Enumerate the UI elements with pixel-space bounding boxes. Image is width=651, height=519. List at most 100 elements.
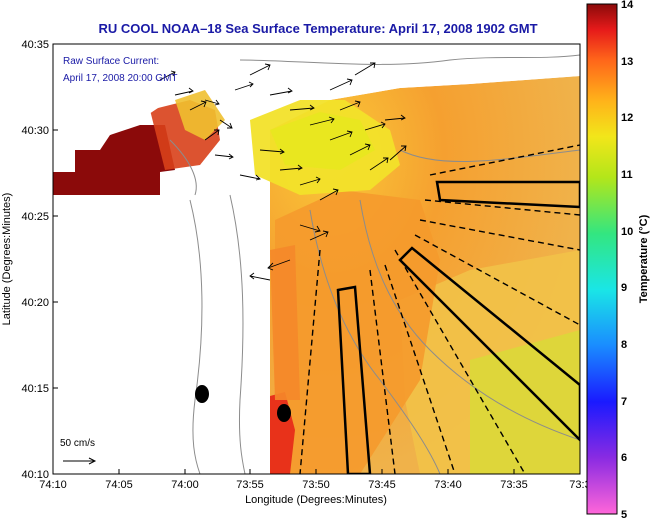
vector-11 — [329, 130, 353, 141]
colorbar-tick-12: 12 — [621, 112, 633, 124]
survey-boxes — [336, 180, 580, 474]
transect-5 — [414, 234, 580, 326]
contour-4 — [359, 199, 580, 441]
sst-raritan-west — [53, 125, 175, 195]
vector-2 — [174, 87, 194, 96]
land-new-jersey — [53, 190, 215, 474]
colorbar-tick-13: 13 — [621, 56, 633, 68]
transect-3 — [384, 264, 456, 474]
land-long-island — [230, 44, 580, 110]
vector-17 — [299, 176, 321, 186]
contour-3 — [309, 209, 441, 474]
vector-22 — [249, 272, 271, 281]
vector-26 — [204, 129, 220, 141]
colorbar-tick-6: 6 — [621, 452, 627, 464]
contour-5 — [399, 149, 580, 163]
transect-6 — [419, 219, 580, 251]
transect-lines — [299, 144, 580, 474]
bathymetry-contours — [169, 54, 580, 474]
colorbar-tick-11: 11 — [621, 169, 633, 181]
chart-title: RU COOL NOAA–18 Sea Surface Temperature:… — [98, 21, 537, 36]
y-tick-label-5: 40:10 — [21, 469, 49, 481]
vector-25 — [384, 114, 406, 121]
colorbar: 14 13 12 11 10 9 8 7 6 5 Temperature (°C… — [586, 0, 650, 519]
marker-dot-2 — [277, 404, 291, 422]
colorbar-tick-9: 9 — [621, 282, 627, 294]
transect-2 — [369, 269, 396, 474]
scale-arrow — [63, 457, 97, 465]
contour-1 — [189, 199, 203, 474]
vector-24 — [364, 121, 386, 131]
colorbar-tick-10: 10 — [621, 226, 633, 238]
vector-8 — [269, 87, 293, 96]
x-tick-label-3: 73:55 — [236, 479, 264, 491]
y-tick-label-3: 40:20 — [21, 297, 49, 309]
x-tick-label-0: 74:10 — [39, 479, 67, 491]
current-legend-line2: April 17, 2008 20:00 GMT — [63, 73, 178, 84]
y-axis-label: Latitude (Degrees:Minutes) — [1, 193, 13, 326]
survey-box-3 — [435, 180, 580, 209]
sst-southeast-cooler — [470, 330, 580, 474]
x-tick-label-4: 73:50 — [302, 479, 330, 491]
vector-13 — [369, 157, 389, 171]
current-vectors — [159, 62, 407, 281]
y-tick-label-4: 40:15 — [21, 383, 49, 395]
vector-21 — [267, 259, 291, 271]
land-coastal-strip — [185, 185, 270, 474]
vector-4 — [204, 99, 220, 106]
x-tick-label-1: 74:05 — [105, 479, 133, 491]
vector-7 — [249, 63, 271, 76]
x-tick-label-8: 73:3 — [569, 479, 590, 491]
colorbar-tick-7: 7 — [621, 396, 627, 408]
y-tick-label-0: 40:35 — [21, 39, 49, 51]
vector-29 — [329, 78, 353, 91]
scale-arrow-head — [88, 457, 97, 465]
x-tick-label-2: 74:00 — [171, 479, 199, 491]
x-axis-label: Longitude (Degrees:Minutes) — [245, 494, 387, 506]
vector-18 — [319, 188, 339, 201]
land-northwest — [53, 44, 230, 150]
sst-nearshore-band — [270, 245, 300, 400]
survey-box-2 — [398, 246, 580, 442]
marker-dot-1 — [195, 385, 209, 403]
vector-27 — [214, 153, 234, 160]
vector-23 — [339, 100, 361, 111]
vector-3 — [189, 100, 207, 111]
colorbar-tick-8: 8 — [621, 339, 627, 351]
colorbar-label: Temperature (°C) — [638, 214, 650, 303]
transect-1 — [299, 249, 321, 474]
vector-16 — [279, 164, 303, 171]
scale-label: 50 cm/s — [60, 438, 95, 449]
vector-19 — [299, 224, 321, 233]
y-tick-label-2: 40:25 — [21, 211, 49, 223]
transect-7 — [424, 199, 580, 216]
contour-7 — [169, 139, 197, 196]
colorbar-tick-5: 5 — [621, 509, 627, 519]
vector-20 — [309, 230, 329, 241]
vector-30 — [354, 62, 376, 76]
transect-4 — [394, 249, 526, 474]
vector-28 — [239, 174, 261, 181]
sst-bight-core — [270, 112, 375, 170]
x-tick-label-5: 73:45 — [368, 479, 396, 491]
x-tick-label-7: 73:35 — [500, 479, 528, 491]
vector-1 — [159, 70, 176, 81]
current-legend-line1: Raw Surface Current: — [63, 56, 159, 67]
contour-6 — [239, 54, 580, 65]
vector-12 — [349, 143, 371, 156]
vector-9 — [289, 104, 315, 111]
vector-14 — [389, 145, 407, 161]
contour-2 — [229, 194, 246, 474]
x-axis: 74:10 74:05 74:00 73:55 73:50 73:45 73:4… — [39, 469, 591, 491]
x-tick-label-6: 73:40 — [434, 479, 462, 491]
y-tick-label-1: 40:30 — [21, 125, 49, 137]
y-axis: 40:35 40:30 40:25 40:20 40:15 40:10 — [21, 39, 58, 481]
survey-box-1 — [336, 285, 372, 474]
vector-10 — [309, 116, 335, 126]
transect-8 — [429, 144, 580, 176]
colorbar-tick-14: 14 — [621, 0, 634, 11]
vector-6 — [234, 81, 254, 91]
vector-15 — [259, 148, 285, 155]
vector-5 — [219, 119, 233, 129]
